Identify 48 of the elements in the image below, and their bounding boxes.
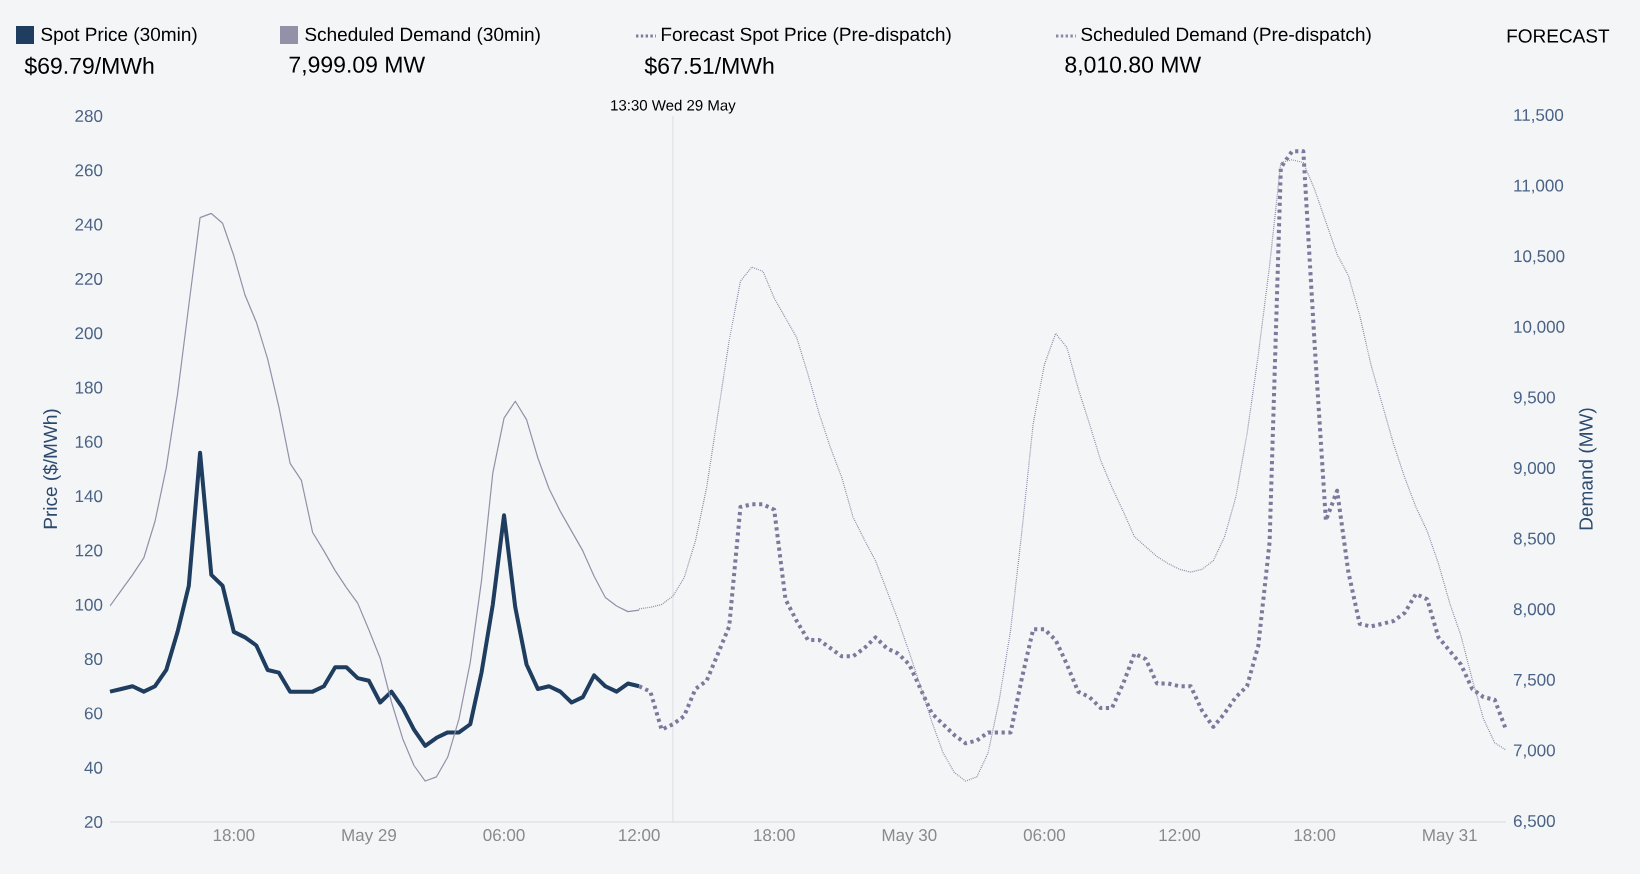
y-tick-label: 220	[75, 272, 103, 285]
text: $69.79/MWh	[24, 56, 154, 76]
y-tick-label: 100	[75, 598, 103, 611]
x-tick-label: 12:00	[619, 829, 660, 842]
x-tick-label: 18:00	[1294, 829, 1336, 842]
y2-tick-label: 11,000	[1514, 179, 1564, 194]
y2-tick-label: 9,000	[1513, 461, 1555, 477]
y-tick-label: 140	[75, 490, 103, 503]
x-tick-label: 12:00	[1159, 829, 1201, 842]
y-tick-label: 240	[75, 218, 103, 231]
text: FORECAST	[1507, 29, 1610, 43]
x-tick-label: 18:00	[754, 829, 795, 842]
x-tick-label: 06:00	[483, 829, 525, 842]
y2-tick-label: 10,000	[1514, 320, 1565, 335]
y2-tick-label: 8,000	[1513, 603, 1555, 618]
y-tick-label: 180	[75, 381, 103, 394]
legend-label: Scheduled Demand (30min)	[305, 27, 540, 45]
x-tick-label: May 31	[1423, 829, 1477, 845]
legend-label: Forecast Spot Price (Pre-dispatch)	[661, 27, 951, 45]
y-tick-label: 40	[84, 761, 103, 774]
y2-axis-title: Demand (MW)	[1578, 408, 1597, 530]
y-tick-label: 80	[84, 653, 103, 666]
y2-tick-label: 7,000	[1513, 744, 1555, 759]
x-tick-label: 06:00	[1023, 829, 1066, 842]
x-tick-label: 18:00	[213, 829, 255, 842]
y-tick-label: 280	[75, 110, 103, 123]
y2-tick-label: 8,500	[1513, 532, 1555, 547]
y2-tick-label: 7,500	[1513, 673, 1555, 688]
y2-tick-label: 6,500	[1513, 814, 1555, 830]
text: 8,010.80 MW	[1065, 56, 1202, 76]
x-tick-label: May 30	[882, 829, 937, 845]
text: 7,999.09 MW	[289, 56, 426, 76]
legend-label: Spot Price (30min)	[41, 27, 197, 45]
y-tick-label: 200	[75, 327, 103, 340]
legend-label: Scheduled Demand (Pre-dispatch)	[1081, 27, 1371, 45]
y-tick-label: 60	[84, 707, 103, 720]
ref-line-label: 13:30 Wed 29 May	[611, 99, 736, 114]
text: $67.51/MWh	[644, 56, 774, 76]
y-tick-label: 260	[75, 164, 103, 177]
y-axis-title: Price ($/MWh)	[42, 409, 61, 529]
y2-tick-label: 11,500	[1514, 108, 1564, 124]
line-series	[110, 212, 640, 782]
y2-tick-label: 9,500	[1513, 391, 1555, 406]
y2-tick-label: 10,500	[1514, 250, 1565, 265]
x-tick-label: May 29	[342, 829, 396, 845]
y-tick-label: 160	[75, 435, 103, 448]
y-tick-label: 20	[84, 816, 103, 829]
y-tick-label: 120	[75, 544, 103, 557]
